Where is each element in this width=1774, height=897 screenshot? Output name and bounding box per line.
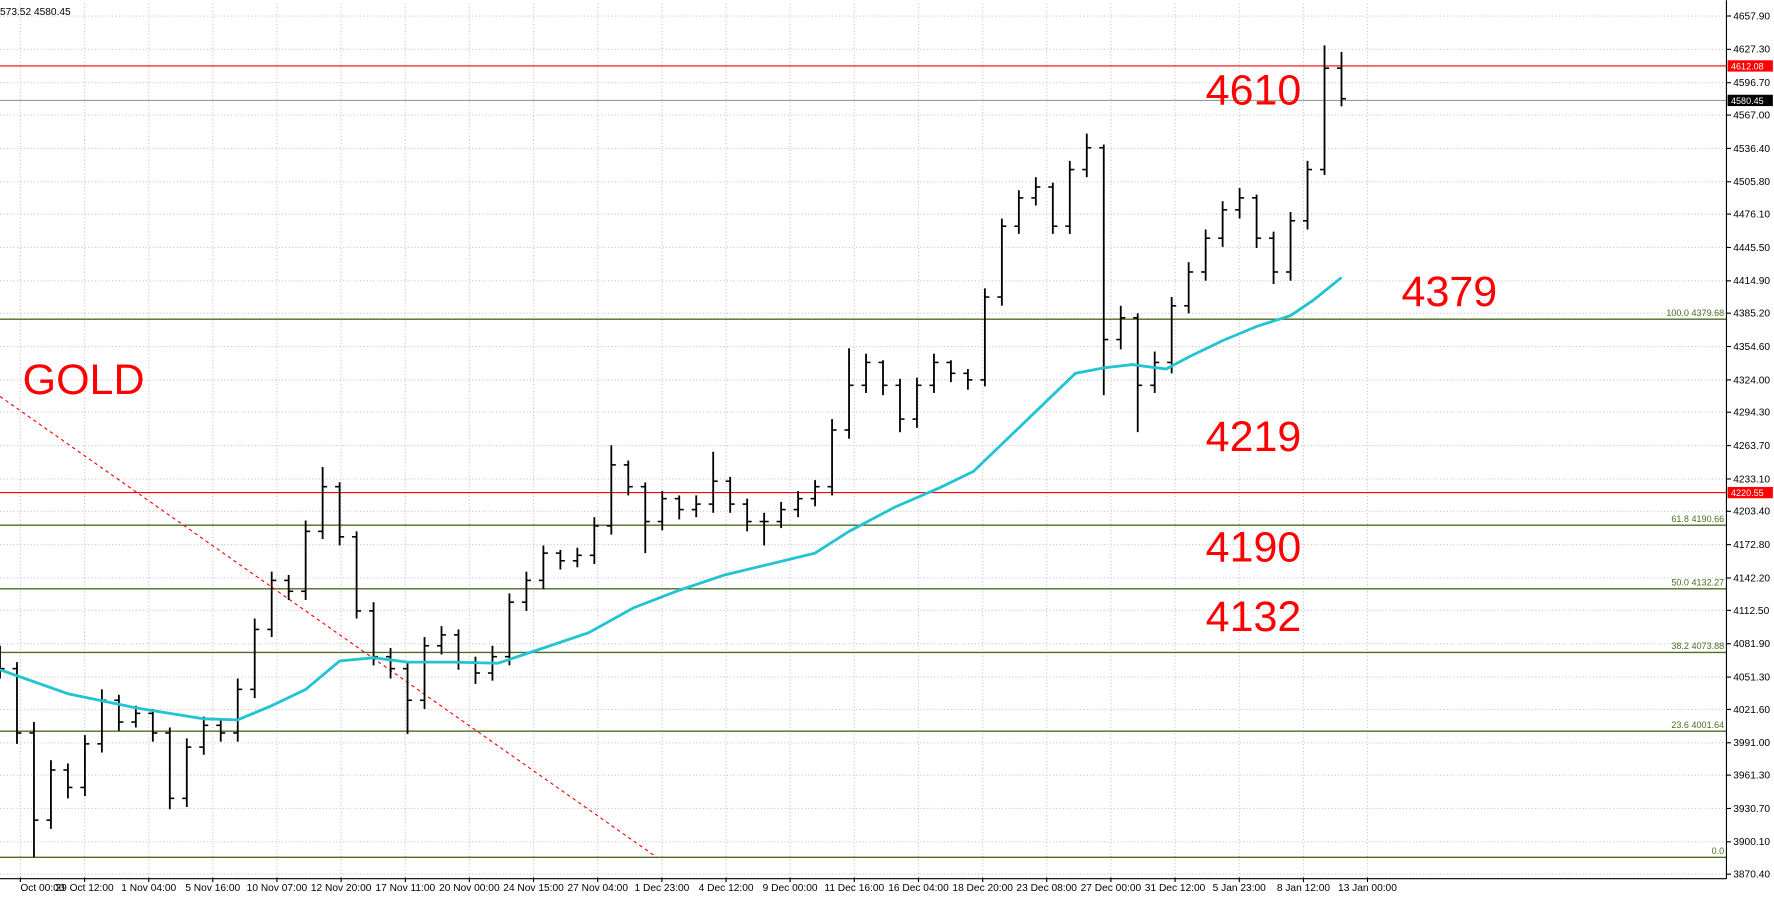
y-tick-label: 4354.60: [1733, 342, 1770, 353]
x-tick-label: 23 Dec 08:00: [1016, 883, 1077, 894]
y-tick-label: 4596.70: [1733, 78, 1770, 89]
y-tick-label: 4203.40: [1733, 507, 1770, 518]
y-tick-label: 4081.90: [1733, 639, 1770, 650]
x-tick-label: 5 Jan 23:00: [1213, 883, 1267, 894]
fib-label: 38.2 4073.88: [1671, 641, 1724, 651]
y-tick-label: 4324.00: [1733, 375, 1770, 386]
price-tag: [1727, 486, 1773, 499]
y-tick-label: 4414.90: [1733, 276, 1770, 287]
y-tick-label: 4476.10: [1733, 210, 1770, 221]
x-tick-label: 11 Dec 16:00: [824, 883, 884, 894]
x-tick-label: 1 Dec 23:00: [634, 883, 689, 894]
fib-label: 50.0 4132.27: [1671, 577, 1724, 587]
x-tick-label: 13 Jan 00:00: [1338, 883, 1397, 894]
x-tick-label: 18 Dec 20:00: [952, 883, 1013, 894]
axes: 4657.90 4627.30 4596.70 4567.00 4536.40 4505.…: [19, 11, 1773, 894]
x-tick-label: 31 Dec 12:00: [1145, 883, 1206, 894]
y-tick-label: 4567.00: [1733, 110, 1770, 121]
x-tick-label: 12 Nov 20:00: [311, 883, 372, 894]
levels: 100.0 4379.68 61.8 4190.66 50.0 4132.27 38.…: [0, 65, 1727, 858]
annotation: 4610: [1206, 66, 1302, 114]
price-tag-label: 4612.08: [1731, 61, 1764, 71]
fib-label: 100.0 4379.68: [1666, 308, 1724, 318]
price-tag: [1727, 94, 1773, 107]
x-tick-label: 1 Nov 04:00: [121, 883, 176, 894]
y-tick-label: 4385.20: [1733, 309, 1770, 320]
y-tick-label: 4021.60: [1733, 705, 1770, 716]
y-tick-label: 4112.50: [1733, 606, 1769, 617]
x-tick-label: 5 Nov 16:00: [185, 883, 240, 894]
price-bars: [0, 45, 1347, 858]
x-tick-label: 4 Dec 12:00: [699, 883, 754, 894]
y-tick-label: 4051.30: [1733, 672, 1770, 683]
fib-label: 23.6 4001.64: [1671, 720, 1724, 730]
y-tick-label: 4657.90: [1733, 11, 1770, 22]
x-tick-label: 29 Oct 12:00: [55, 883, 114, 894]
y-tick-label: 4142.20: [1733, 573, 1770, 584]
y-tick-label: 4627.30: [1733, 45, 1770, 56]
y-tick-label: 3930.70: [1733, 804, 1770, 815]
price-tag: [1727, 60, 1773, 72]
moving-average: [0, 276, 1343, 722]
x-tick-label: 16 Dec 04:00: [888, 883, 949, 894]
annotation: 4379: [1402, 268, 1498, 316]
annotation: 4219: [1206, 413, 1302, 461]
x-tick-label: Oct 00:00: [20, 883, 64, 894]
x-tick-label: 27 Dec 00:00: [1081, 883, 1142, 894]
annotation: 4190: [1206, 524, 1302, 572]
x-tick-label: 8 Jan 12:00: [1277, 883, 1331, 894]
y-tick-label: 4263.70: [1733, 441, 1770, 452]
y-tick-label: 4233.10: [1733, 474, 1770, 485]
y-tick-label: 3870.40: [1733, 870, 1770, 881]
y-tick-label: 4536.40: [1733, 144, 1770, 155]
x-tick-label: 17 Nov 11:00: [375, 883, 435, 894]
y-tick-label: 4505.80: [1733, 177, 1770, 188]
y-tick-label: 3900.10: [1733, 837, 1770, 848]
x-tick-label: 9 Dec 00:00: [763, 883, 818, 894]
fib-label: 61.8 4190.66: [1671, 514, 1724, 524]
x-tick-label: 27 Nov 04:00: [567, 883, 628, 894]
x-tick-label: 20 Nov 00:00: [439, 883, 500, 894]
header-text: 573.52 4580.45: [0, 7, 71, 18]
y-tick-label: 3961.30: [1733, 771, 1770, 782]
y-tick-label: 4445.50: [1733, 243, 1770, 254]
grid: [0, 3, 1727, 878]
price-tag-label: 4580.45: [1731, 96, 1764, 106]
overlay: [0, 276, 1343, 722]
price-tag-label: 4220.55: [1731, 488, 1764, 498]
x-tick-label: 24 Nov 15:00: [503, 883, 564, 894]
y-tick-label: 4294.30: [1733, 408, 1770, 419]
x-tick-label: 10 Nov 07:00: [247, 883, 308, 894]
y-tick-label: 4172.80: [1733, 540, 1770, 551]
trend-line: [0, 395, 657, 858]
y-tick-label: 3991.00: [1733, 738, 1770, 749]
annotation: 4132: [1206, 593, 1302, 641]
fib-label: 0.0: [1712, 846, 1725, 856]
annotation: GOLD: [23, 356, 145, 404]
